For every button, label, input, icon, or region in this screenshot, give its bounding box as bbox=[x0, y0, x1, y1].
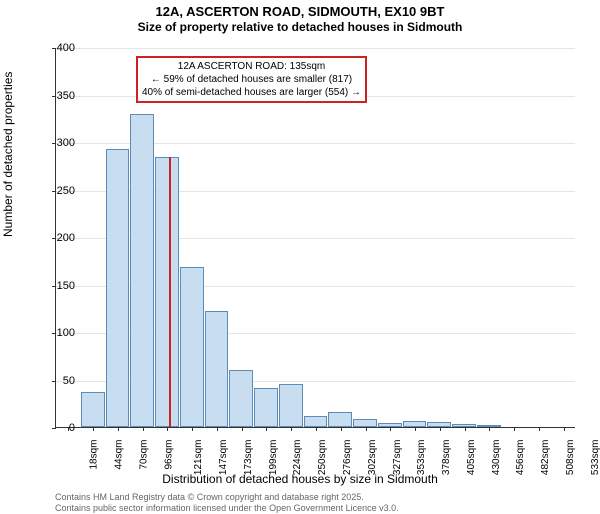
x-tick-mark bbox=[242, 427, 243, 431]
x-tick-label: 147sqm bbox=[218, 440, 229, 476]
histogram-bar bbox=[155, 157, 179, 427]
x-tick-label: 327sqm bbox=[392, 440, 403, 476]
histogram-bar bbox=[81, 392, 105, 427]
x-tick-mark bbox=[514, 427, 515, 431]
x-tick-mark bbox=[489, 427, 490, 431]
histogram-bar bbox=[106, 149, 130, 427]
histogram-bar bbox=[279, 384, 303, 427]
chart-area: 12A ASCERTON ROAD: 135sqm← 59% of detach… bbox=[55, 48, 575, 428]
histogram-bar bbox=[180, 267, 204, 427]
x-tick-label: 405sqm bbox=[466, 440, 477, 476]
x-tick-label: 353sqm bbox=[416, 440, 427, 476]
annotation-line: 40% of semi-detached houses are larger (… bbox=[142, 86, 361, 99]
histogram-bar bbox=[205, 311, 229, 427]
footer-line-1: Contains HM Land Registry data © Crown c… bbox=[55, 492, 399, 503]
gridline bbox=[56, 48, 575, 49]
x-tick-label: 276sqm bbox=[342, 440, 353, 476]
x-tick-label: 224sqm bbox=[293, 440, 304, 476]
annotation-line: ← 59% of detached houses are smaller (81… bbox=[142, 73, 361, 86]
x-tick-label: 302sqm bbox=[367, 440, 378, 476]
y-axis-label: Number of detached properties bbox=[1, 72, 15, 237]
x-tick-mark bbox=[167, 427, 168, 431]
y-tick-label: 250 bbox=[45, 185, 75, 197]
x-tick-mark bbox=[291, 427, 292, 431]
x-tick-label: 70sqm bbox=[138, 440, 149, 470]
histogram-bar bbox=[229, 370, 253, 427]
footer-attribution: Contains HM Land Registry data © Crown c… bbox=[55, 492, 399, 514]
y-tick-label: 0 bbox=[45, 422, 75, 434]
x-tick-label: 378sqm bbox=[441, 440, 452, 476]
x-tick-mark bbox=[316, 427, 317, 431]
title-main: 12A, ASCERTON ROAD, SIDMOUTH, EX10 9BT bbox=[0, 4, 600, 19]
annotation-callout: 12A ASCERTON ROAD: 135sqm← 59% of detach… bbox=[136, 56, 367, 103]
histogram-bar bbox=[328, 412, 352, 427]
x-tick-label: 250sqm bbox=[317, 440, 328, 476]
x-tick-mark bbox=[118, 427, 119, 431]
y-tick-label: 50 bbox=[45, 375, 75, 387]
x-tick-mark bbox=[192, 427, 193, 431]
y-tick-label: 300 bbox=[45, 137, 75, 149]
x-tick-label: 121sqm bbox=[194, 440, 205, 476]
marker-line bbox=[169, 157, 171, 427]
x-tick-mark bbox=[266, 427, 267, 431]
x-tick-mark bbox=[465, 427, 466, 431]
x-tick-label: 96sqm bbox=[163, 440, 174, 470]
x-tick-mark bbox=[366, 427, 367, 431]
x-tick-mark bbox=[217, 427, 218, 431]
y-tick-label: 350 bbox=[45, 90, 75, 102]
title-sub: Size of property relative to detached ho… bbox=[0, 20, 600, 34]
y-tick-label: 200 bbox=[45, 232, 75, 244]
x-tick-label: 18sqm bbox=[89, 440, 100, 470]
plot-area: 12A ASCERTON ROAD: 135sqm← 59% of detach… bbox=[55, 48, 575, 428]
x-tick-label: 173sqm bbox=[243, 440, 254, 476]
x-tick-mark bbox=[539, 427, 540, 431]
x-tick-mark bbox=[415, 427, 416, 431]
x-tick-mark bbox=[341, 427, 342, 431]
x-tick-label: 482sqm bbox=[540, 440, 551, 476]
y-tick-label: 150 bbox=[45, 280, 75, 292]
x-tick-label: 508sqm bbox=[565, 440, 576, 476]
histogram-bar bbox=[254, 388, 278, 427]
annotation-line: 12A ASCERTON ROAD: 135sqm bbox=[142, 60, 361, 73]
x-tick-label: 456sqm bbox=[515, 440, 526, 476]
footer-line-2: Contains public sector information licen… bbox=[55, 503, 399, 514]
x-tick-label: 44sqm bbox=[114, 440, 125, 470]
x-tick-mark bbox=[564, 427, 565, 431]
x-tick-mark bbox=[143, 427, 144, 431]
histogram-bar bbox=[130, 114, 154, 428]
x-tick-mark bbox=[440, 427, 441, 431]
y-tick-label: 100 bbox=[45, 327, 75, 339]
x-tick-mark bbox=[93, 427, 94, 431]
x-tick-label: 533sqm bbox=[590, 440, 600, 476]
x-tick-label: 199sqm bbox=[268, 440, 279, 476]
x-tick-label: 430sqm bbox=[491, 440, 502, 476]
x-tick-mark bbox=[390, 427, 391, 431]
histogram-bar bbox=[353, 419, 377, 427]
y-tick-label: 400 bbox=[45, 42, 75, 54]
histogram-bar bbox=[304, 416, 328, 427]
